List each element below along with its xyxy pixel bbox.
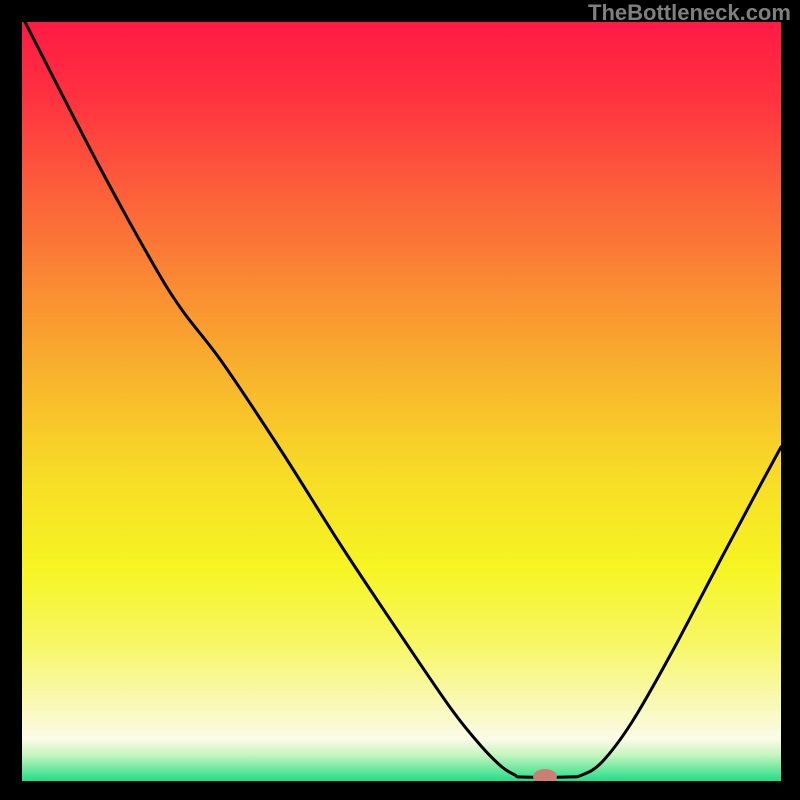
plot-area (22, 22, 781, 781)
chart-svg (22, 22, 781, 781)
watermark-text: TheBottleneck.com (588, 0, 791, 26)
gradient-background (22, 22, 781, 781)
